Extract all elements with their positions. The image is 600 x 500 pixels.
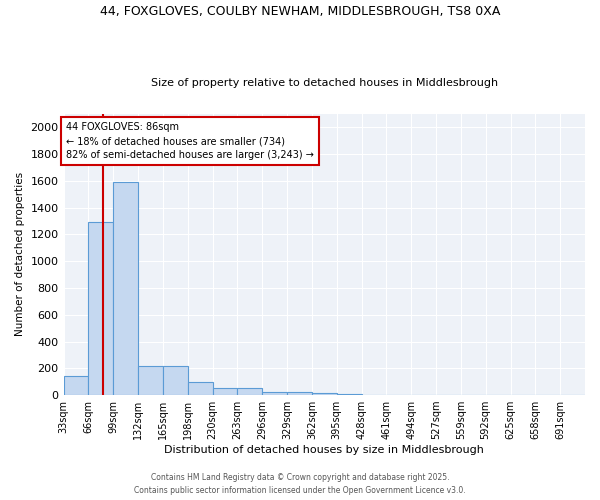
- Bar: [64, 376, 88, 395]
- Bar: [163, 366, 188, 395]
- Bar: [188, 382, 212, 395]
- Bar: [312, 393, 337, 395]
- X-axis label: Distribution of detached houses by size in Middlesbrough: Distribution of detached houses by size …: [164, 445, 484, 455]
- Text: 44 FOXGLOVES: 86sqm
← 18% of detached houses are smaller (734)
82% of semi-detac: 44 FOXGLOVES: 86sqm ← 18% of detached ho…: [66, 122, 314, 160]
- Text: 44, FOXGLOVES, COULBY NEWHAM, MIDDLESBROUGH, TS8 0XA: 44, FOXGLOVES, COULBY NEWHAM, MIDDLESBRO…: [100, 5, 500, 18]
- Bar: [287, 392, 312, 395]
- Text: Contains HM Land Registry data © Crown copyright and database right 2025.
Contai: Contains HM Land Registry data © Crown c…: [134, 474, 466, 495]
- Bar: [238, 388, 262, 395]
- Y-axis label: Number of detached properties: Number of detached properties: [15, 172, 25, 336]
- Bar: [262, 392, 287, 395]
- Bar: [212, 388, 238, 395]
- Bar: [88, 222, 113, 395]
- Title: Size of property relative to detached houses in Middlesbrough: Size of property relative to detached ho…: [151, 78, 498, 88]
- Bar: [138, 366, 163, 395]
- Bar: [337, 394, 362, 395]
- Bar: [113, 182, 138, 395]
